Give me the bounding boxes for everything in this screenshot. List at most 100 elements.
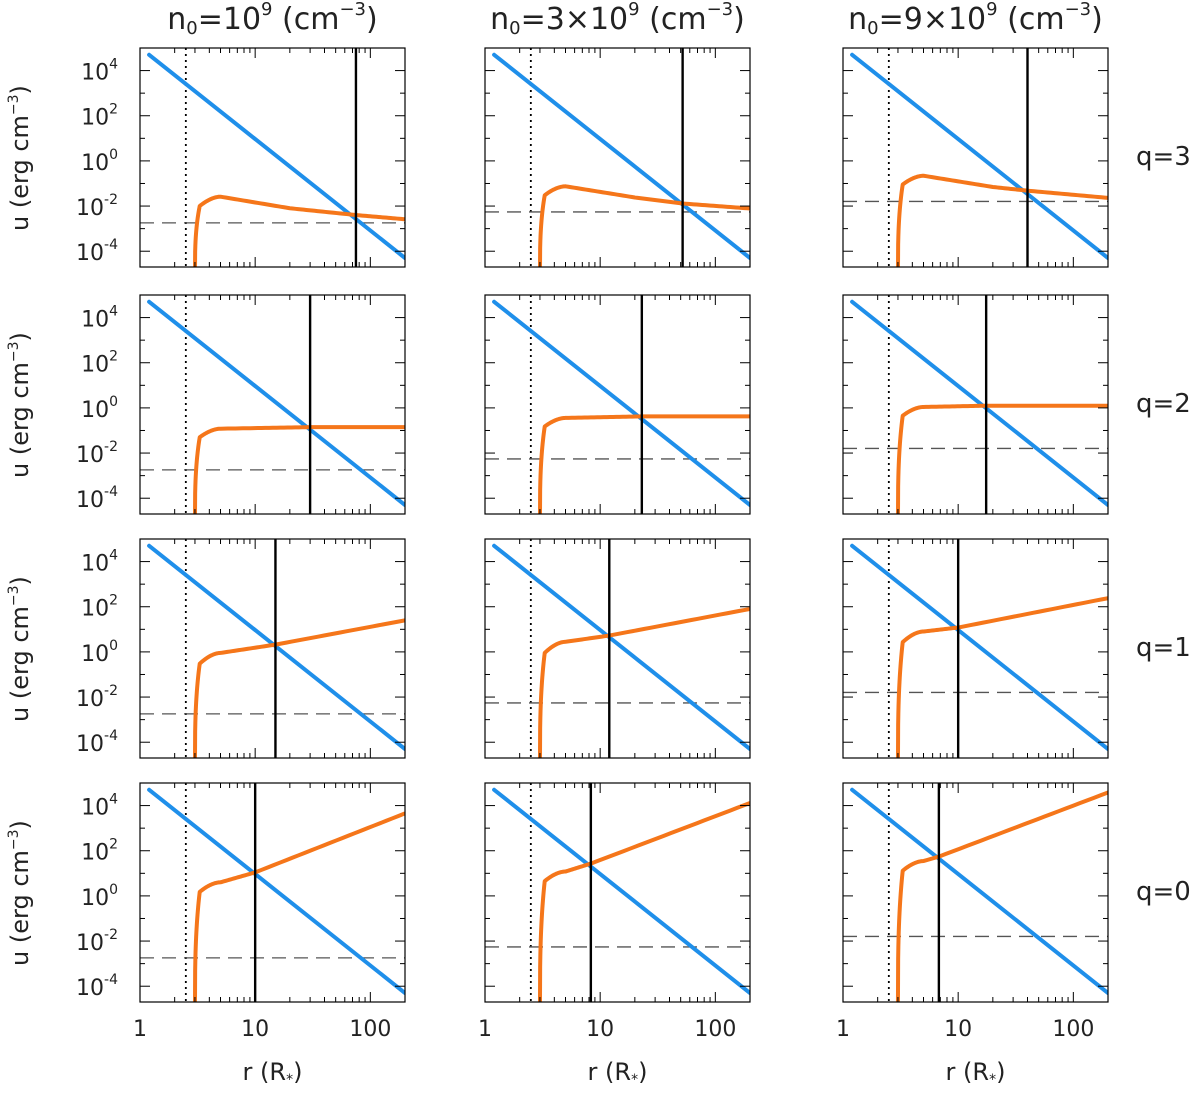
column-title-part: =9×10: [878, 2, 987, 37]
panel-q2-col0: 104 102 100 10-2 10-4: [76, 294, 406, 515]
orange-curve: [192, 425, 405, 514]
panel-frame: [484, 782, 751, 1003]
x-axis-label-close: ): [996, 1058, 1006, 1086]
x-axis-label-text: r (R: [945, 1058, 990, 1086]
blue-curve: [492, 299, 750, 508]
column-title: n0=3×109 (cm−3): [468, 0, 768, 39]
orange-curve: [192, 618, 405, 758]
column-title-part: 0: [509, 18, 521, 39]
blue-curve: [850, 787, 1108, 996]
panel-frame: [484, 294, 751, 515]
panel-q3-col1: [484, 47, 751, 268]
y-tick-label: 100: [81, 882, 118, 911]
x-tick-label: 1: [478, 1017, 492, 1042]
blue-curve: [147, 299, 405, 508]
blue-curve: [850, 52, 1108, 261]
y-tick-label: 10-2: [76, 683, 118, 712]
x-axis-label-sub: *: [631, 1072, 639, 1088]
row-label-q: q=0: [1136, 876, 1191, 907]
blue-curve: [492, 787, 750, 996]
panel-frame: [139, 294, 406, 515]
panel-q2-col1: [484, 294, 751, 515]
column-title-part: −3: [706, 0, 734, 20]
orange-curve: [193, 194, 405, 267]
row-label-q: q=3: [1136, 141, 1191, 172]
panel-frame: [139, 782, 406, 1003]
x-axis-label-sub: *: [989, 1072, 997, 1088]
y-tick-label: 100: [81, 638, 118, 667]
column-title-part: −3: [339, 0, 367, 20]
orange-curve: [537, 606, 750, 758]
blue-curve: [147, 52, 405, 261]
blue-curve: [492, 543, 750, 752]
plot-area: [485, 783, 750, 1002]
y-tick-label: 102: [81, 593, 118, 622]
panel-q2-col2: [842, 294, 1109, 515]
y-tick-label: 10-4: [76, 237, 118, 266]
column-title-part: −3: [1064, 0, 1092, 20]
x-axis-label-sub: *: [286, 1072, 294, 1088]
row-label-q: q=2: [1136, 388, 1191, 419]
x-tick-label: 1: [836, 1017, 850, 1042]
column-title-part: =10: [197, 2, 262, 37]
column-title-part: ): [366, 2, 378, 37]
row-label-q: q=1: [1136, 632, 1191, 663]
y-tick-label: 102: [81, 102, 118, 131]
y-tick-label: 100: [81, 394, 118, 423]
plot-area: [485, 539, 750, 758]
orange-curve: [537, 414, 750, 514]
panel-frame: [139, 538, 406, 759]
column-title-part: 0: [867, 18, 879, 39]
column-title-part: =3×10: [520, 2, 629, 37]
column-title-part: ): [1091, 2, 1103, 37]
panel-q3-col0: 104 102 100 10-2 10-4: [76, 47, 406, 268]
panel-q1-col0: 104 102 100 10-2 10-4: [76, 538, 406, 759]
plot-area: [843, 783, 1108, 1002]
column-title-part: 9: [628, 0, 640, 20]
column-title-part: 0: [186, 18, 198, 39]
plot-area: [140, 539, 405, 758]
blue-curve: [850, 299, 1108, 508]
y-tick-label: 104: [81, 792, 118, 821]
column-title-part: 9: [986, 0, 998, 20]
x-tick-label: 100: [349, 1017, 391, 1042]
y-tick-label: 10-2: [76, 439, 118, 468]
column-title-part: (cm: [272, 2, 340, 37]
x-tick-label: 10: [586, 1017, 614, 1042]
column-title-part: ): [733, 2, 745, 37]
orange-curve: [895, 403, 1108, 514]
panel-frame: [484, 538, 751, 759]
orange-curve: [538, 184, 750, 267]
column-title: n0=9×109 (cm−3): [826, 0, 1126, 39]
x-axis-label-close: ): [638, 1058, 648, 1086]
column-title: n0=109 (cm−3): [123, 0, 423, 39]
x-tick-label: 100: [1052, 1017, 1094, 1042]
column-title-part: n: [167, 2, 187, 37]
column-title-part: (cm: [639, 2, 707, 37]
blue-curve: [492, 52, 750, 261]
y-tick-label: 102: [81, 349, 118, 378]
plot-area: [140, 295, 405, 514]
x-tick-label: 100: [694, 1017, 736, 1042]
column-title-part: 9: [261, 0, 273, 20]
x-axis-label: r (R*): [916, 1058, 1036, 1088]
plot-area: [843, 295, 1108, 514]
panel-q0-col1: 1 10 100: [478, 782, 751, 1042]
orange-curve: [192, 811, 405, 1002]
column-title-part: (cm: [997, 2, 1065, 37]
plot-area: [485, 295, 750, 514]
orange-curve: [537, 801, 750, 1002]
panel-frame: [842, 47, 1109, 268]
blue-curve: [850, 543, 1108, 752]
orange-curve: [895, 596, 1108, 758]
orange-curve: [895, 173, 1108, 267]
x-axis-label: r (R*): [213, 1058, 333, 1088]
panel-frame: [842, 294, 1109, 515]
orange-curve: [895, 790, 1108, 1002]
panel-frame: [842, 782, 1109, 1003]
y-tick-label: 10-4: [76, 728, 118, 757]
panel-q1-col2: [842, 538, 1109, 759]
x-tick-label: 10: [241, 1017, 269, 1042]
panel-frame: [139, 47, 406, 268]
panel-q3-col2: [842, 47, 1109, 268]
